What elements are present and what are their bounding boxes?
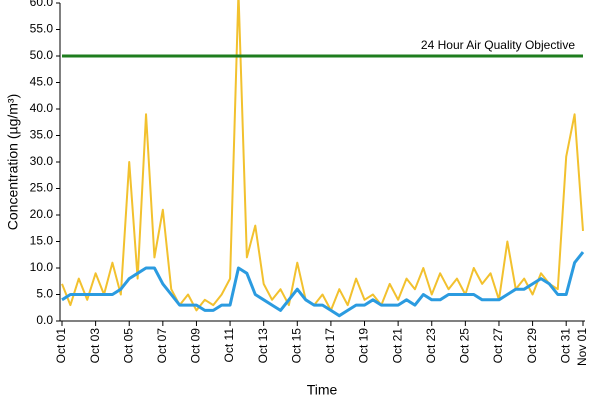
- x-tick-label: Oct 29: [525, 328, 539, 364]
- x-tick-label: Oct 23: [424, 328, 438, 364]
- x-tick-label: Oct 25: [458, 328, 472, 364]
- x-tick-label: Nov 01: [575, 328, 589, 366]
- y-axis-title: Concentration (µg/m³): [5, 94, 21, 230]
- x-tick-label: Oct 31: [558, 328, 572, 364]
- x-tick-label: Oct 09: [189, 328, 203, 364]
- x-tick-label: Oct 27: [491, 328, 505, 364]
- x-tick-label: Oct 03: [88, 328, 102, 364]
- y-tick-label: 40.0: [30, 101, 54, 115]
- x-tick-label: Oct 07: [155, 328, 169, 364]
- y-tick-label: 15.0: [30, 234, 54, 248]
- x-tick-label: Oct 01: [54, 328, 68, 364]
- x-tick-label: Oct 17: [323, 328, 337, 364]
- y-tick-label: 30.0: [30, 154, 54, 168]
- x-tick-label: Oct 21: [390, 328, 404, 364]
- data-line: [61, 0, 584, 312]
- x-tick-label: Oct 05: [121, 328, 135, 364]
- x-axis-title: Time: [307, 382, 338, 398]
- data-line: [61, 251, 585, 318]
- y-tick-label: 60.0: [30, 0, 54, 9]
- y-tick-label: 25.0: [30, 181, 54, 195]
- x-tick-label: Oct 15: [289, 328, 303, 364]
- y-tick-label: 20.0: [30, 207, 54, 221]
- x-tick-label: Oct 19: [357, 328, 371, 364]
- plot-area: [61, 0, 585, 318]
- reference-label: 24 Hour Air Quality Objective: [421, 38, 575, 52]
- y-tick-label: 35.0: [30, 128, 54, 142]
- y-tick-label: 5.0: [36, 287, 53, 301]
- y-tick-label: 45.0: [30, 75, 54, 89]
- y-tick-label: 10.0: [30, 260, 54, 274]
- y-tick-label: 50.0: [30, 48, 54, 62]
- x-tick-label: Oct 11: [222, 328, 236, 363]
- x-tick-label: Oct 13: [256, 328, 270, 364]
- y-tick-label: 55.0: [30, 22, 54, 36]
- y-tick-label: 0.0: [36, 313, 53, 327]
